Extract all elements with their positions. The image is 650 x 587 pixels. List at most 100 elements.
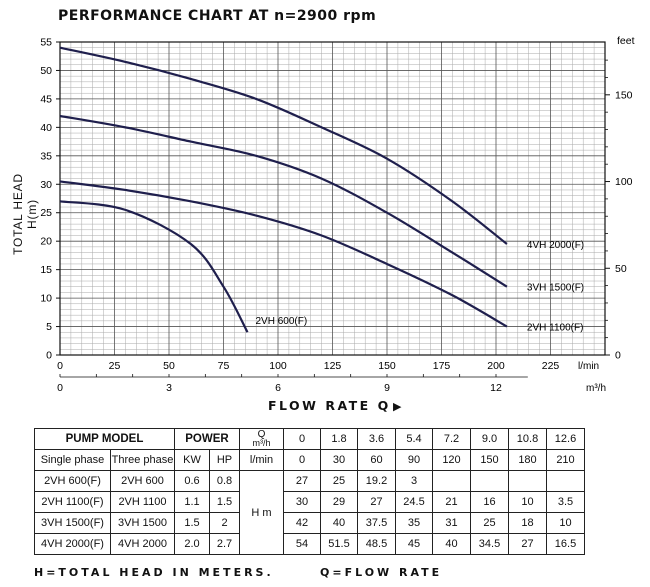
specification-table: PUMP MODEL POWER Q m³/h 0 1.8 3.6 5.4 7.… [34, 428, 585, 555]
q-value: 12.6 [546, 428, 585, 450]
power-hp: 2 [209, 512, 240, 534]
lmin-value: 30 [320, 449, 358, 471]
x-tick-label-m3h: 6 [275, 382, 281, 394]
head-value: 16 [470, 491, 509, 513]
x-tick-label-lmin: 25 [109, 360, 121, 372]
series-label: 3VH 1500(F) [527, 283, 584, 294]
q-header: Q m³/h [239, 428, 284, 450]
feet-tick-label: 0 [615, 350, 621, 362]
feet-tick-label: 150 [615, 89, 633, 101]
head-value: 34.5 [470, 533, 509, 555]
q-value: 7.2 [432, 428, 471, 450]
head-value: 27 [357, 491, 396, 513]
y-tick-label: 25 [40, 207, 52, 219]
y-axis-title: TOTAL HEAD H(m) [11, 173, 39, 255]
head-value: 19.2 [357, 470, 396, 492]
x-axis-title: FLOW RATE Q [268, 398, 391, 413]
table-row: 4VH 2000(F) 4VH 2000 2.0 2.7 54 51.5 48.5 45 40 3… [34, 533, 585, 555]
head-value: 24.5 [395, 491, 433, 513]
head-value: 10 [546, 512, 585, 534]
y-tick-label: 30 [40, 179, 52, 191]
y-tick-label: 0 [46, 350, 52, 362]
x-tick-label-lmin: 175 [433, 360, 451, 372]
series-curve [59, 114, 508, 288]
q-value: 5.4 [395, 428, 433, 450]
head-value: 42 [283, 512, 321, 534]
hp-header: HP [209, 449, 240, 471]
head-value: 25 [470, 512, 509, 534]
x-tick-label-m3h: 12 [490, 382, 502, 394]
head-value: 40 [320, 512, 358, 534]
head-value: 27 [283, 470, 321, 492]
x-tick-label-lmin: 150 [378, 360, 396, 372]
lmin-value: 120 [432, 449, 471, 471]
head-value: 45 [395, 533, 433, 555]
table-header-row: PUMP MODEL POWER Q m³/h 0 1.8 3.6 5.4 7.… [34, 428, 585, 450]
power-hp: 2.7 [209, 533, 240, 555]
lmin-value: 210 [546, 449, 585, 471]
head-unit-label: H m [239, 470, 284, 555]
lmin-value: 60 [357, 449, 396, 471]
lmin-value: 150 [470, 449, 509, 471]
table-subheader-row: Single phase Three phase KW HP l/min 0 3… [34, 449, 585, 471]
table-footer: H=TOTAL HEAD IN METERS. Q=FLOW RATE [34, 566, 439, 579]
series-curve [59, 180, 508, 328]
table-row: 2VH 1100(F) 2VH 1100 1.1 1.5 30 29 27 24.5 21 16 1… [34, 491, 585, 513]
q-value: 9.0 [470, 428, 509, 450]
feet-tick-label: 50 [615, 263, 627, 275]
single-phase-model: 2VH 1100(F) [34, 491, 111, 513]
head-value [432, 470, 471, 492]
q-value: 3.6 [357, 428, 396, 450]
arrow-right-icon: ▶ [393, 401, 402, 413]
lmin-value: 90 [395, 449, 433, 471]
x-tick-label-m3h: 0 [57, 382, 63, 394]
three-phase-model: 3VH 1500 [110, 512, 175, 534]
head-value: 29 [320, 491, 358, 513]
head-value: 31 [432, 512, 471, 534]
x-tick-label-lmin: 50 [163, 360, 175, 372]
y-tick-label: 20 [40, 236, 52, 248]
y-tick-label: 55 [40, 37, 52, 49]
head-value: 35 [395, 512, 433, 534]
chart-title: PERFORMANCE CHART AT n=2900 rpm [58, 8, 377, 24]
table-row: 2VH 600(F) 2VH 600 0.6 0.8 H m 27 25 19.2 3 [34, 470, 585, 555]
right-axis-unit: feet [617, 35, 635, 47]
head-value: 3.5 [546, 491, 585, 513]
head-value: 40 [432, 533, 471, 555]
lmin-value: 0 [283, 449, 321, 471]
x-axis-unit-lmin: l/min [578, 361, 599, 372]
x-tick-label-lmin: 125 [324, 360, 342, 372]
footer-flow-definition: Q=FLOW RATE [320, 566, 443, 579]
lmin-value: 180 [508, 449, 547, 471]
head-value: 51.5 [320, 533, 358, 555]
head-value: 3 [395, 470, 433, 492]
q-label: Q [257, 429, 266, 440]
x-tick-label-lmin: 0 [57, 360, 63, 372]
head-value: 25 [320, 470, 358, 492]
three-phase-model: 2VH 1100 [110, 491, 175, 513]
head-value: 54 [283, 533, 321, 555]
feet-tick-label: 100 [615, 176, 633, 188]
single-phase-model: 3VH 1500(F) [34, 512, 111, 534]
lmin-header: l/min [239, 449, 284, 471]
head-value: 21 [432, 491, 471, 513]
power-kw: 1.1 [174, 491, 210, 513]
x-tick-label-m3h: 9 [384, 382, 390, 394]
x-tick-label-lmin: 200 [487, 360, 505, 372]
head-value: 18 [508, 512, 547, 534]
series-curve [59, 200, 249, 333]
head-value: 48.5 [357, 533, 396, 555]
head-value: 10 [508, 491, 547, 513]
q-unit: m³/h [252, 438, 271, 448]
y-tick-label: 40 [40, 122, 52, 134]
table-row: 3VH 1500(F) 3VH 1500 1.5 2 42 40 37.5 35 31 25 18 1… [34, 512, 585, 534]
footer-head-definition: H=TOTAL HEAD IN METERS. [34, 566, 274, 579]
three-phase-model: 4VH 2000 [110, 533, 175, 555]
series-curve [59, 46, 508, 245]
head-value [546, 470, 585, 492]
power-kw: 1.5 [174, 512, 210, 534]
head-value: 30 [283, 491, 321, 513]
x-tick-label-m3h: 3 [166, 382, 172, 394]
single-phase-header: Single phase [34, 449, 111, 471]
